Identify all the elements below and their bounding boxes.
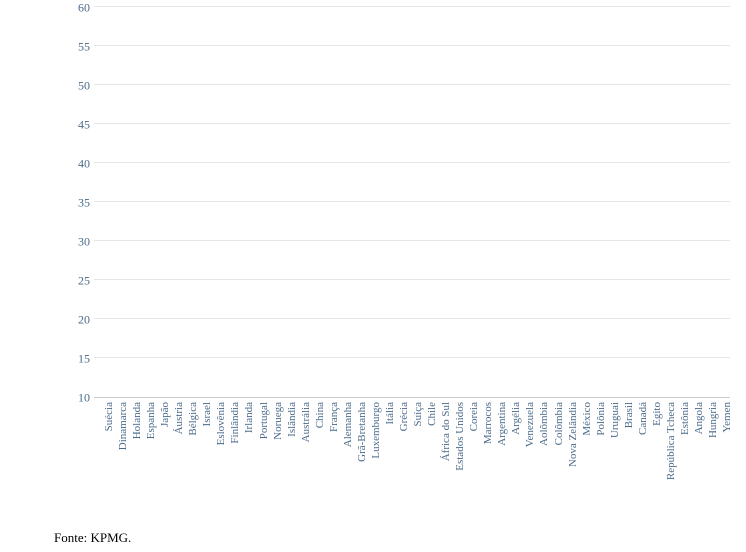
y-tick-label: 15 — [60, 352, 90, 367]
x-label-slot: Nova Zelândia — [561, 398, 572, 508]
x-label-slot: República Tcheca — [659, 398, 670, 508]
x-label-slot: Estados Unidos — [449, 398, 460, 508]
x-label-slot: África do Sul — [435, 398, 446, 508]
x-label-slot: Canadá — [631, 398, 642, 508]
x-label-slot: Grécia — [392, 398, 403, 508]
x-label-slot: Chile — [421, 398, 432, 508]
y-tick-label: 60 — [60, 1, 90, 16]
plot-area — [94, 8, 730, 398]
x-label-slot: Estônia — [673, 398, 684, 508]
x-label-slot: Itália — [378, 398, 389, 508]
x-label-slot: Marrocos — [477, 398, 488, 508]
x-label-slot: Brasil — [617, 398, 628, 508]
y-tick-label: 40 — [60, 157, 90, 172]
x-label-slot: China — [308, 398, 319, 508]
x-label-slot: Argentina — [491, 398, 502, 508]
y-tick-label: 55 — [60, 40, 90, 55]
x-label-slot: Dinamarca — [112, 398, 123, 508]
x-label-slot: Colômbia — [547, 398, 558, 508]
chart-source: Fonte: KPMG. — [54, 530, 131, 546]
x-label-slot: Suíça — [407, 398, 418, 508]
x-label-slot: Bélgica — [182, 398, 193, 508]
x-label-slot: México — [575, 398, 586, 508]
y-tick-label: 35 — [60, 196, 90, 211]
x-label-slot: Polônia — [589, 398, 600, 508]
x-label-slot: Austrália — [294, 398, 305, 508]
x-label-slot: Yemen — [716, 398, 727, 508]
chart-container: 1015202530354045505560 SuéciaDinamarcaHo… — [54, 8, 734, 508]
x-label-slot: Angola — [687, 398, 698, 508]
x-label-slot: Uruguai — [603, 398, 614, 508]
x-label-slot: Aolômbia — [533, 398, 544, 508]
x-label-slot: Islândia — [280, 398, 291, 508]
y-tick-label: 30 — [60, 235, 90, 250]
x-label-slot: Áustria — [168, 398, 179, 508]
x-label-slot: Eslovênia — [210, 398, 221, 508]
x-label-slot: Finlândia — [224, 398, 235, 508]
x-label-slot: Alemanha — [336, 398, 347, 508]
x-label-slot: Noruega — [266, 398, 277, 508]
y-tick-label: 45 — [60, 118, 90, 133]
x-label-slot: Argélia — [505, 398, 516, 508]
gridline — [94, 6, 730, 7]
x-label-slot: Hungria — [702, 398, 713, 508]
y-tick-label: 20 — [60, 313, 90, 328]
x-label-slot: Suécia — [98, 398, 109, 508]
y-tick-label: 50 — [60, 79, 90, 94]
x-label-slot: Portugal — [252, 398, 263, 508]
y-tick-label: 25 — [60, 274, 90, 289]
x-label-slot: Espanha — [140, 398, 151, 508]
x-tick-label: Yemen — [721, 402, 733, 433]
x-axis-labels: SuéciaDinamarcaHolandaEspanhaJapãoÁustri… — [94, 398, 730, 508]
x-label-slot: Venezuela — [519, 398, 530, 508]
x-label-slot: Irlanda — [238, 398, 249, 508]
x-label-slot: Egito — [645, 398, 656, 508]
x-label-slot: Israel — [196, 398, 207, 508]
x-label-slot: Luxemburgo — [364, 398, 375, 508]
x-label-slot: França — [322, 398, 333, 508]
x-label-slot: Coreia — [463, 398, 474, 508]
x-label-slot: Grã-Bretanha — [350, 398, 361, 508]
x-label-slot: Japão — [154, 398, 165, 508]
y-tick-label: 10 — [60, 391, 90, 406]
x-label-slot: Holanda — [126, 398, 137, 508]
bars — [94, 8, 730, 397]
